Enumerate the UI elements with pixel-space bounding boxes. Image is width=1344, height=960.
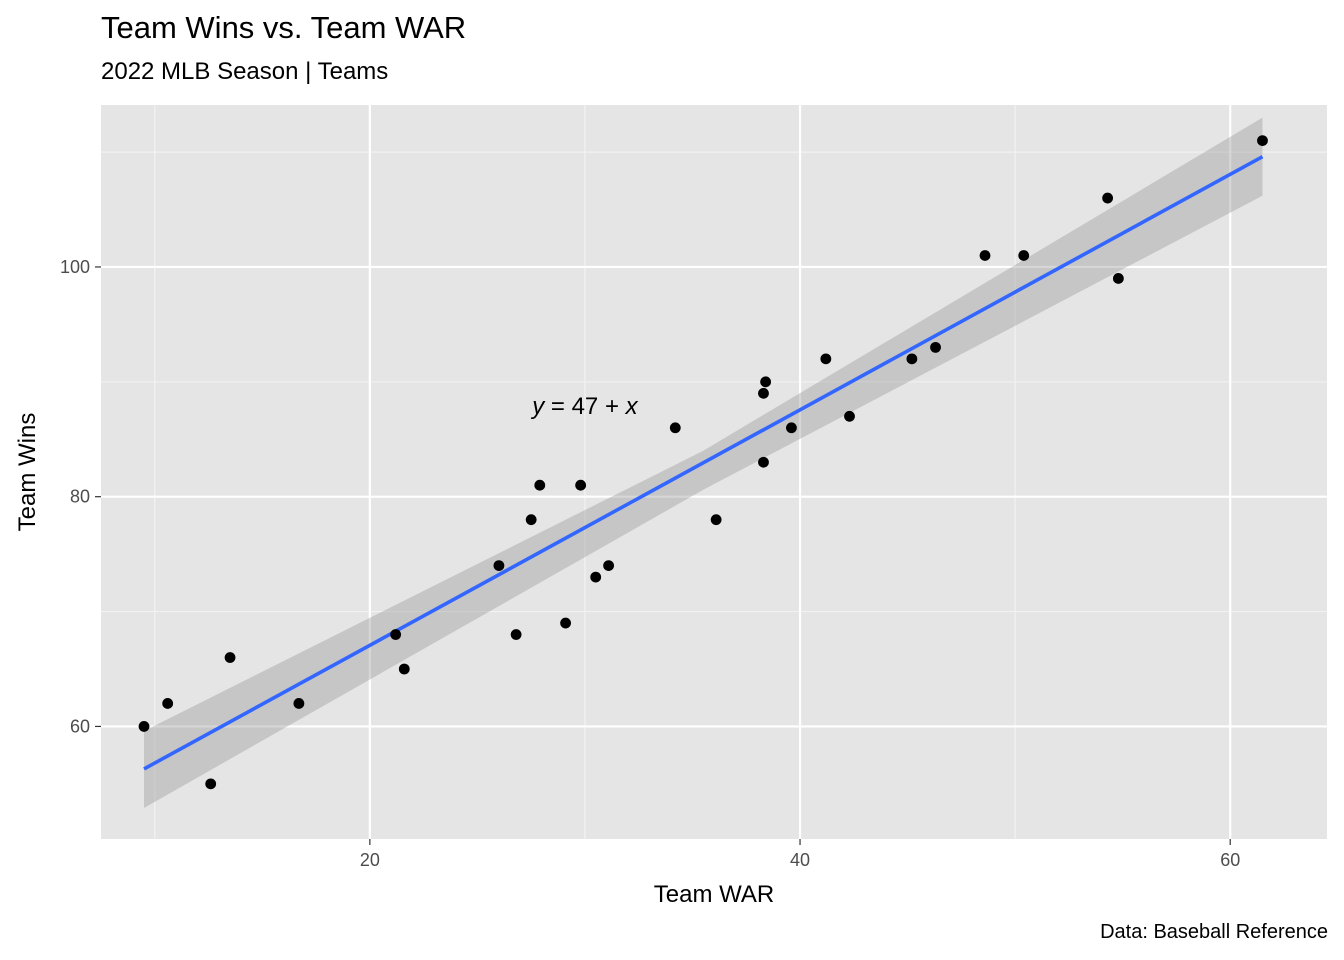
x-tick-label: 40	[790, 850, 810, 870]
data-point	[786, 422, 797, 434]
major-gridlines	[101, 105, 1327, 839]
data-point	[390, 629, 402, 640]
data-point	[758, 387, 769, 399]
x-axis-title: Team WAR	[654, 881, 774, 908]
data-point	[534, 479, 546, 491]
x-tick-label: 20	[360, 850, 380, 870]
data-point	[1112, 273, 1124, 284]
data-point	[760, 376, 772, 388]
data-points	[138, 135, 1268, 790]
data-point	[1257, 135, 1268, 147]
data-point	[590, 571, 602, 583]
equation-annotation: y = 47 + x	[530, 393, 638, 420]
data-point	[525, 514, 537, 526]
data-point	[138, 721, 150, 732]
y-tick-label: 60	[70, 716, 90, 736]
data-point	[758, 456, 769, 468]
data-point	[1018, 250, 1030, 261]
y-axis-title: Team Wins	[14, 413, 41, 532]
equation-text: y = 47 + x	[530, 393, 638, 420]
data-point	[398, 663, 410, 675]
y-tick-label: 100	[60, 257, 90, 277]
axis-ticks: 20 40 60 60 80 100	[60, 257, 1240, 870]
data-point	[1102, 192, 1114, 204]
regression-line	[143, 155, 1264, 771]
data-point	[575, 479, 587, 491]
data-point	[906, 353, 918, 365]
data-point	[603, 560, 615, 572]
data-point	[710, 514, 722, 526]
chart-title: Team Wins vs. Team WAR	[101, 10, 467, 45]
equation-body: = 47 +	[544, 393, 625, 420]
fit-line	[143, 155, 1264, 771]
data-point	[930, 341, 941, 353]
x-tick-label: 60	[1220, 850, 1240, 870]
equation-y: y	[530, 393, 546, 420]
data-point	[205, 778, 217, 790]
minor-gridlines	[101, 105, 1327, 839]
y-tick-label: 80	[70, 487, 90, 507]
data-point	[510, 629, 522, 640]
data-point	[293, 698, 305, 709]
chart-caption: Data: Baseball Reference	[1100, 921, 1328, 943]
plot-panel	[101, 105, 1327, 839]
chart-subtitle: 2022 MLB Season | Teams	[101, 58, 389, 85]
data-point	[844, 410, 855, 422]
equation-x: x	[625, 393, 639, 420]
data-point	[979, 250, 991, 261]
data-point	[820, 353, 832, 365]
data-point	[669, 422, 681, 434]
data-point	[493, 560, 505, 572]
data-point	[224, 652, 236, 663]
data-point	[162, 698, 174, 709]
data-point	[560, 617, 571, 629]
